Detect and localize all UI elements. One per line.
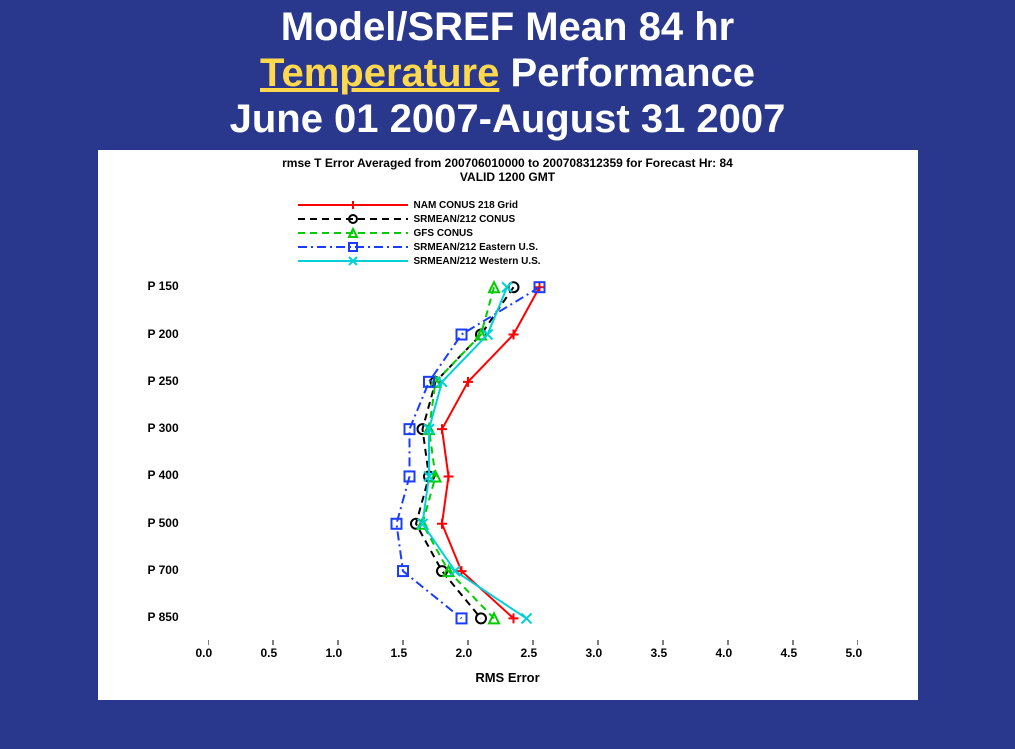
legend-item: SRMEAN/212 CONUS xyxy=(298,212,541,226)
y-tick-label: P 150 xyxy=(148,279,179,293)
legend-label: GFS CONUS xyxy=(414,228,473,239)
legend-label: SRMEAN/212 Western U.S. xyxy=(414,256,541,267)
y-tick-label: P 250 xyxy=(148,374,179,388)
chart-title-line2: VALID 1200 GMT xyxy=(98,170,918,184)
chart-legend: NAM CONUS 218 Grid SRMEAN/212 CONUS GFS … xyxy=(298,198,541,268)
x-tick-label: 0.0 xyxy=(196,646,213,660)
y-tick-label: P 850 xyxy=(148,610,179,624)
legend-swatch xyxy=(298,212,408,226)
legend-item: NAM CONUS 218 Grid xyxy=(298,198,541,212)
legend-swatch xyxy=(298,226,408,240)
legend-swatch xyxy=(298,254,408,268)
chart-title: rmse T Error Averaged from 200706010000 … xyxy=(98,156,918,184)
x-axis-label: RMS Error xyxy=(98,670,918,685)
title-line2-rest: Performance xyxy=(499,51,755,95)
legend-label: SRMEAN/212 CONUS xyxy=(414,214,516,225)
chart-panel: rmse T Error Averaged from 200706010000 … xyxy=(98,150,918,700)
x-tick-label: 2.0 xyxy=(456,646,473,660)
legend-swatch xyxy=(298,198,408,212)
legend-item: SRMEAN/212 Western U.S. xyxy=(298,254,541,268)
y-tick-label: P 400 xyxy=(148,468,179,482)
x-tick-label: 4.5 xyxy=(781,646,798,660)
title-line3: June 01 2007-August 31 2007 xyxy=(230,97,786,141)
legend-item: SRMEAN/212 Eastern U.S. xyxy=(298,240,541,254)
x-tick-label: 2.5 xyxy=(521,646,538,660)
x-tick-label: 0.5 xyxy=(261,646,278,660)
legend-label: SRMEAN/212 Eastern U.S. xyxy=(414,242,539,253)
x-tick-label: 3.5 xyxy=(651,646,668,660)
x-tick-label: 5.0 xyxy=(846,646,863,660)
legend-swatch xyxy=(298,240,408,254)
y-tick-label: P 300 xyxy=(148,421,179,435)
x-tick-label: 1.5 xyxy=(391,646,408,660)
legend-item: GFS CONUS xyxy=(298,226,541,240)
x-tick-label: 1.0 xyxy=(326,646,343,660)
y-tick-label: P 500 xyxy=(148,516,179,530)
x-tick-label: 4.0 xyxy=(716,646,733,660)
y-tick-label: P 700 xyxy=(148,563,179,577)
legend-label: NAM CONUS 218 Grid xyxy=(414,200,518,211)
title-line1: Model/SREF Mean 84 hr xyxy=(281,5,734,49)
chart-title-line1: rmse T Error Averaged from 200706010000 … xyxy=(98,156,918,170)
y-tick-label: P 200 xyxy=(148,327,179,341)
plot-area xyxy=(208,280,858,640)
x-tick-label: 3.0 xyxy=(586,646,603,660)
title-highlight-word: Temperature xyxy=(260,51,499,95)
slide-title: Model/SREF Mean 84 hr Temperature Perfor… xyxy=(0,0,1015,142)
